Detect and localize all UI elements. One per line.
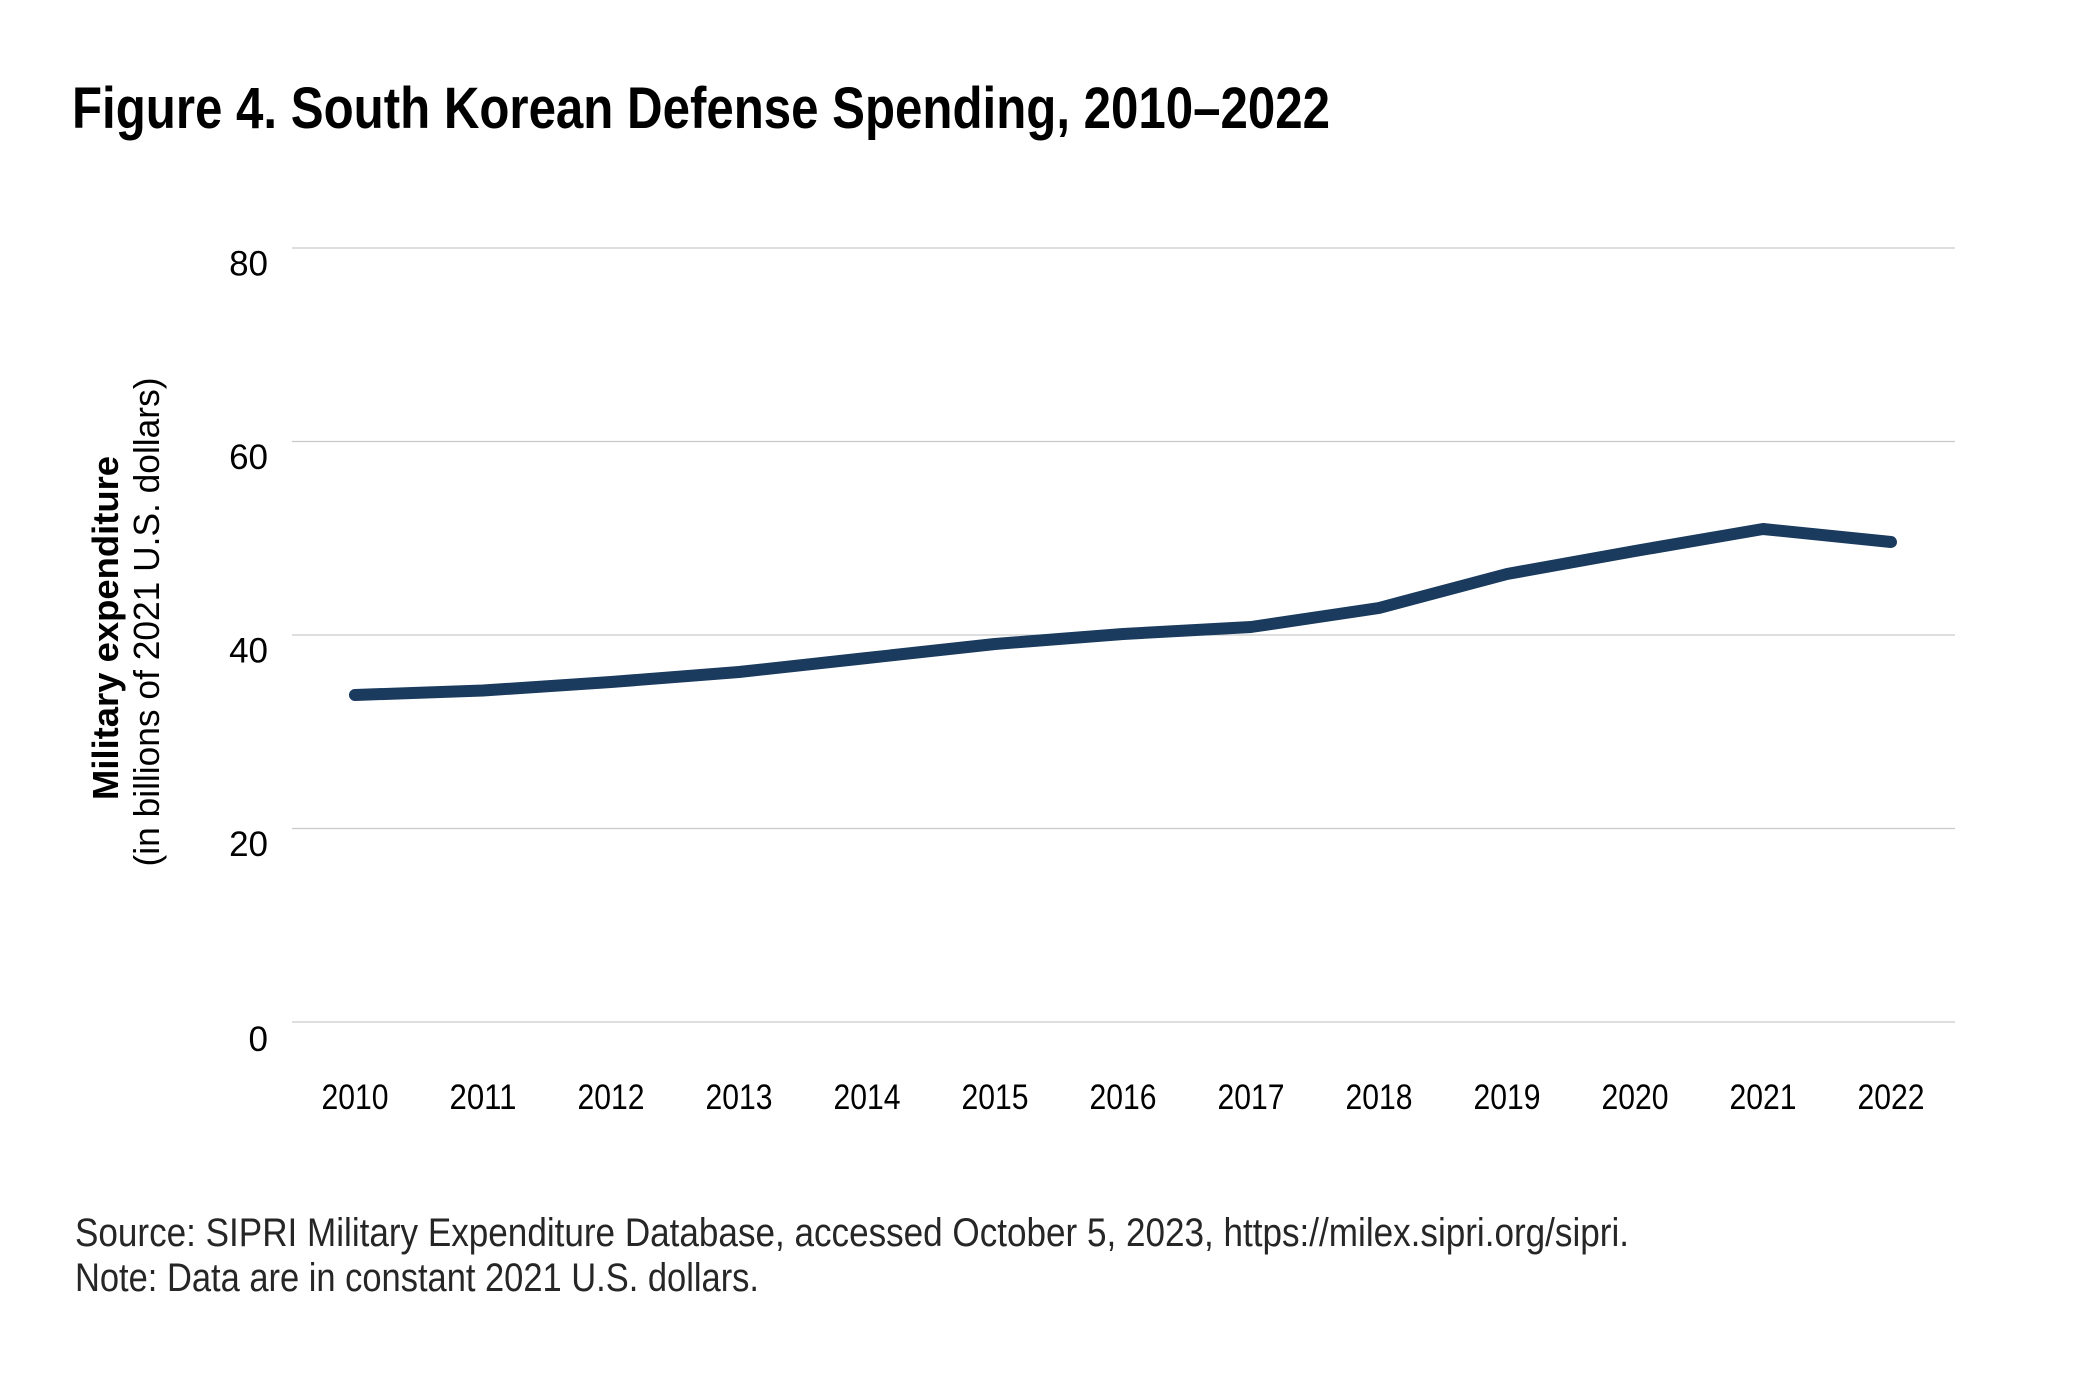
svg-text:2016: 2016 (1090, 1078, 1157, 1117)
svg-text:20: 20 (229, 825, 268, 864)
svg-text:2012: 2012 (578, 1078, 645, 1117)
svg-text:2011: 2011 (450, 1078, 517, 1117)
svg-text:2014: 2014 (834, 1078, 901, 1117)
svg-text:Note: Data are in constant 202: Note: Data are in constant 2021 U.S. dol… (75, 1256, 759, 1300)
svg-text:2015: 2015 (962, 1078, 1029, 1117)
svg-text:0: 0 (249, 1020, 268, 1059)
svg-text:40: 40 (229, 632, 268, 671)
svg-text:2013: 2013 (706, 1078, 773, 1117)
svg-text:60: 60 (229, 438, 268, 477)
svg-text:2021: 2021 (1730, 1078, 1797, 1117)
svg-text:2017: 2017 (1218, 1078, 1285, 1117)
svg-text:Figure 4. South Korean Defense: Figure 4. South Korean Defense Spending,… (72, 76, 1330, 141)
svg-text:2022: 2022 (1858, 1078, 1925, 1117)
svg-text:80: 80 (229, 245, 268, 284)
svg-text:2010: 2010 (322, 1078, 389, 1117)
svg-text:Military expenditure: Military expenditure (85, 456, 126, 800)
svg-text:2020: 2020 (1602, 1078, 1669, 1117)
svg-text:Source: SIPRI Military Expendi: Source: SIPRI Military Expenditure Datab… (75, 1211, 1629, 1255)
svg-text:2018: 2018 (1346, 1078, 1413, 1117)
svg-text:(in billions of 2021 U.S. doll: (in billions of 2021 U.S. dollars) (126, 378, 167, 867)
svg-text:2019: 2019 (1474, 1078, 1541, 1117)
